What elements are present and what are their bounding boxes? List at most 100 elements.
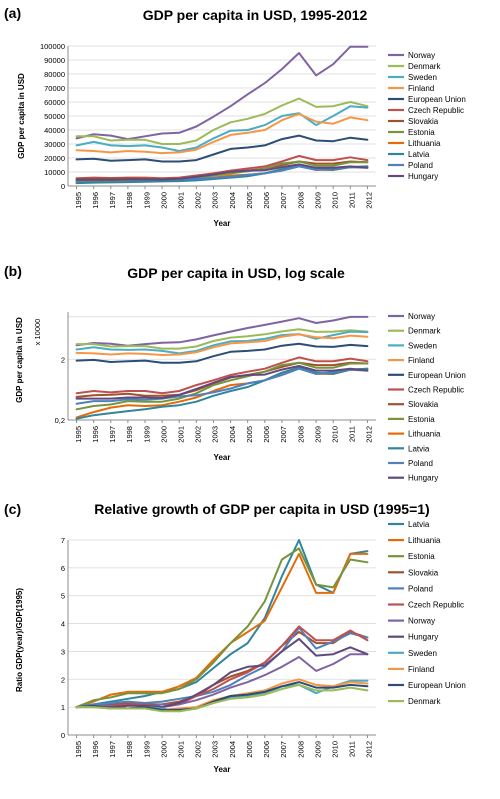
series-line-denmark [75, 683, 369, 713]
x-tick-label: 2002 [194, 192, 203, 209]
x-tick-label: 1996 [91, 426, 100, 443]
y-tick-label: 4 [61, 620, 65, 629]
x-tick-label: 2007 [279, 192, 288, 209]
series-line-hungary [75, 637, 369, 709]
legend-label: Sweden [408, 649, 437, 658]
series-lines [75, 539, 369, 713]
legend-label: Poland [408, 161, 433, 170]
legend: Norway Denmark Sweden Finland European Union… [388, 312, 466, 483]
series-line-denmark [75, 328, 369, 350]
legend-label: Norway [408, 617, 435, 626]
series-line-czech-republic [75, 356, 369, 395]
legend-item: Estonia [388, 128, 435, 137]
legend-label: Norway [408, 312, 435, 321]
x-tick-label: 2009 [313, 192, 322, 209]
x-tick-label: 2006 [262, 741, 271, 758]
legend-item: Norway [388, 617, 435, 626]
legend-label: Estonia [408, 552, 435, 561]
legend-label: Estonia [408, 415, 435, 424]
legend-item: Latvia [388, 520, 430, 529]
y-tick-label: 50000 [44, 112, 65, 121]
x-tick-label: 2004 [228, 426, 237, 443]
panel-label: (c) [4, 501, 21, 517]
x-tick-label: 1998 [125, 426, 134, 443]
legend-item: European Union [388, 371, 466, 380]
legend-label: Denmark [408, 697, 441, 706]
legend-label: Denmark [408, 62, 441, 71]
panel-label: (a) [4, 5, 21, 21]
series-line-slovakia [75, 630, 369, 709]
legend-item: Poland [388, 584, 433, 593]
y-tick-label: 1 [61, 703, 65, 712]
y-tick-label: 2 [61, 675, 65, 684]
x-tick-label: 2012 [365, 741, 374, 758]
legend-label: Slovakia [408, 117, 439, 126]
legend-label: Latvia [408, 444, 430, 453]
legend-item: European Union [388, 95, 466, 104]
legend-label: Latvia [408, 150, 430, 159]
x-tick-label: 2009 [313, 426, 322, 443]
legend-item: Finland [388, 356, 434, 365]
series-line-sweden [75, 330, 369, 355]
legend-item: Sweden [388, 341, 437, 350]
legend-label: Slovakia [408, 568, 439, 577]
x-tick-label: 2007 [279, 426, 288, 443]
legend-item: Denmark [388, 62, 441, 71]
series-line-czech-republic [75, 625, 369, 709]
legend-label: Hungary [408, 633, 438, 642]
x-tick-label: 2005 [245, 741, 254, 758]
legend-label: Latvia [408, 520, 430, 529]
legend-item: Czech Republic [388, 386, 464, 395]
legend-label: European Union [408, 371, 466, 380]
legend-item: Poland [388, 459, 433, 468]
x-tick-label: 2012 [365, 426, 374, 443]
x-tick-label: 2006 [262, 426, 271, 443]
legend-item: Sweden [388, 73, 437, 82]
chart-title: Relative growth of GDP per capita in USD… [94, 501, 429, 517]
x-tick-label: 2001 [176, 741, 185, 758]
x-tick-label: 2011 [348, 741, 357, 757]
legend-label: Lithuania [408, 536, 441, 545]
legend-label: Finland [408, 356, 434, 365]
series-line-sweden [75, 105, 369, 152]
series-line-latvia [75, 366, 369, 420]
legend-label: Czech Republic [408, 386, 464, 395]
x-tick-labels: 1995 1996 1997 1998 1999 2000 2001 2002 2003 2004… [74, 420, 374, 443]
x-tick-label: 2003 [211, 426, 220, 443]
x-tick-label: 2011 [348, 192, 357, 208]
legend-item: Latvia [388, 150, 430, 159]
series-line-estonia [75, 547, 369, 709]
y-axis-label: Ratio GDP(year)/GDP(1995) [15, 588, 24, 692]
x-tick-label: 2003 [211, 192, 220, 209]
legend-item: Slovakia [388, 117, 439, 126]
y-tick-label: 100000 [40, 42, 65, 51]
legend-item: Estonia [388, 552, 435, 561]
legend-item: Hungary [388, 474, 438, 483]
gridlines [68, 45, 376, 187]
x-tick-label: 2010 [330, 192, 339, 209]
x-tick-labels: 1995 1996 1997 1998 1999 2000 2001 2002 2003 2004… [74, 186, 374, 209]
y-tick-label: 0,2 [55, 416, 65, 425]
x-tick-label: 1997 [108, 426, 117, 443]
x-tick-label: 2006 [262, 192, 271, 209]
x-tick-label: 2003 [211, 741, 220, 758]
series-line-european-union [75, 134, 369, 163]
legend-label: Czech Republic [408, 106, 464, 115]
series-line-estonia [75, 361, 369, 411]
legend-item: Latvia [388, 444, 430, 453]
legend-item: Slovakia [388, 400, 439, 409]
chart-panel-1: (b) GDP per capita in USD, log scale0,221… [4, 263, 466, 483]
y-tick-label: 80000 [44, 70, 65, 79]
x-tick-label: 1999 [142, 426, 151, 443]
legend-label: Hungary [408, 172, 438, 181]
x-tick-label: 2002 [194, 426, 203, 443]
series-line-poland [75, 626, 369, 709]
x-tick-label: 1999 [142, 192, 151, 209]
chart-title: GDP per capita in USD, log scale [127, 265, 345, 281]
y-tick-label: 6 [61, 564, 65, 573]
legend-item: Lithuania [388, 139, 441, 148]
x-tick-label: 2000 [159, 192, 168, 209]
y-tick-label: 5 [61, 592, 65, 601]
x-tick-label: 1997 [108, 192, 117, 209]
legend-label: Slovakia [408, 400, 439, 409]
